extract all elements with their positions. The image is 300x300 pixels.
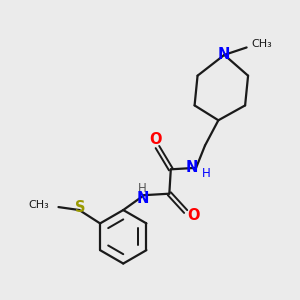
Text: N: N — [186, 160, 198, 175]
Text: CH₃: CH₃ — [251, 39, 272, 49]
Text: N: N — [218, 47, 230, 62]
Text: S: S — [75, 200, 85, 214]
Text: O: O — [187, 208, 199, 223]
Text: H: H — [138, 182, 147, 195]
Text: O: O — [150, 132, 162, 147]
Text: H: H — [202, 167, 211, 180]
Text: CH₃: CH₃ — [29, 200, 50, 210]
Text: N: N — [136, 191, 149, 206]
